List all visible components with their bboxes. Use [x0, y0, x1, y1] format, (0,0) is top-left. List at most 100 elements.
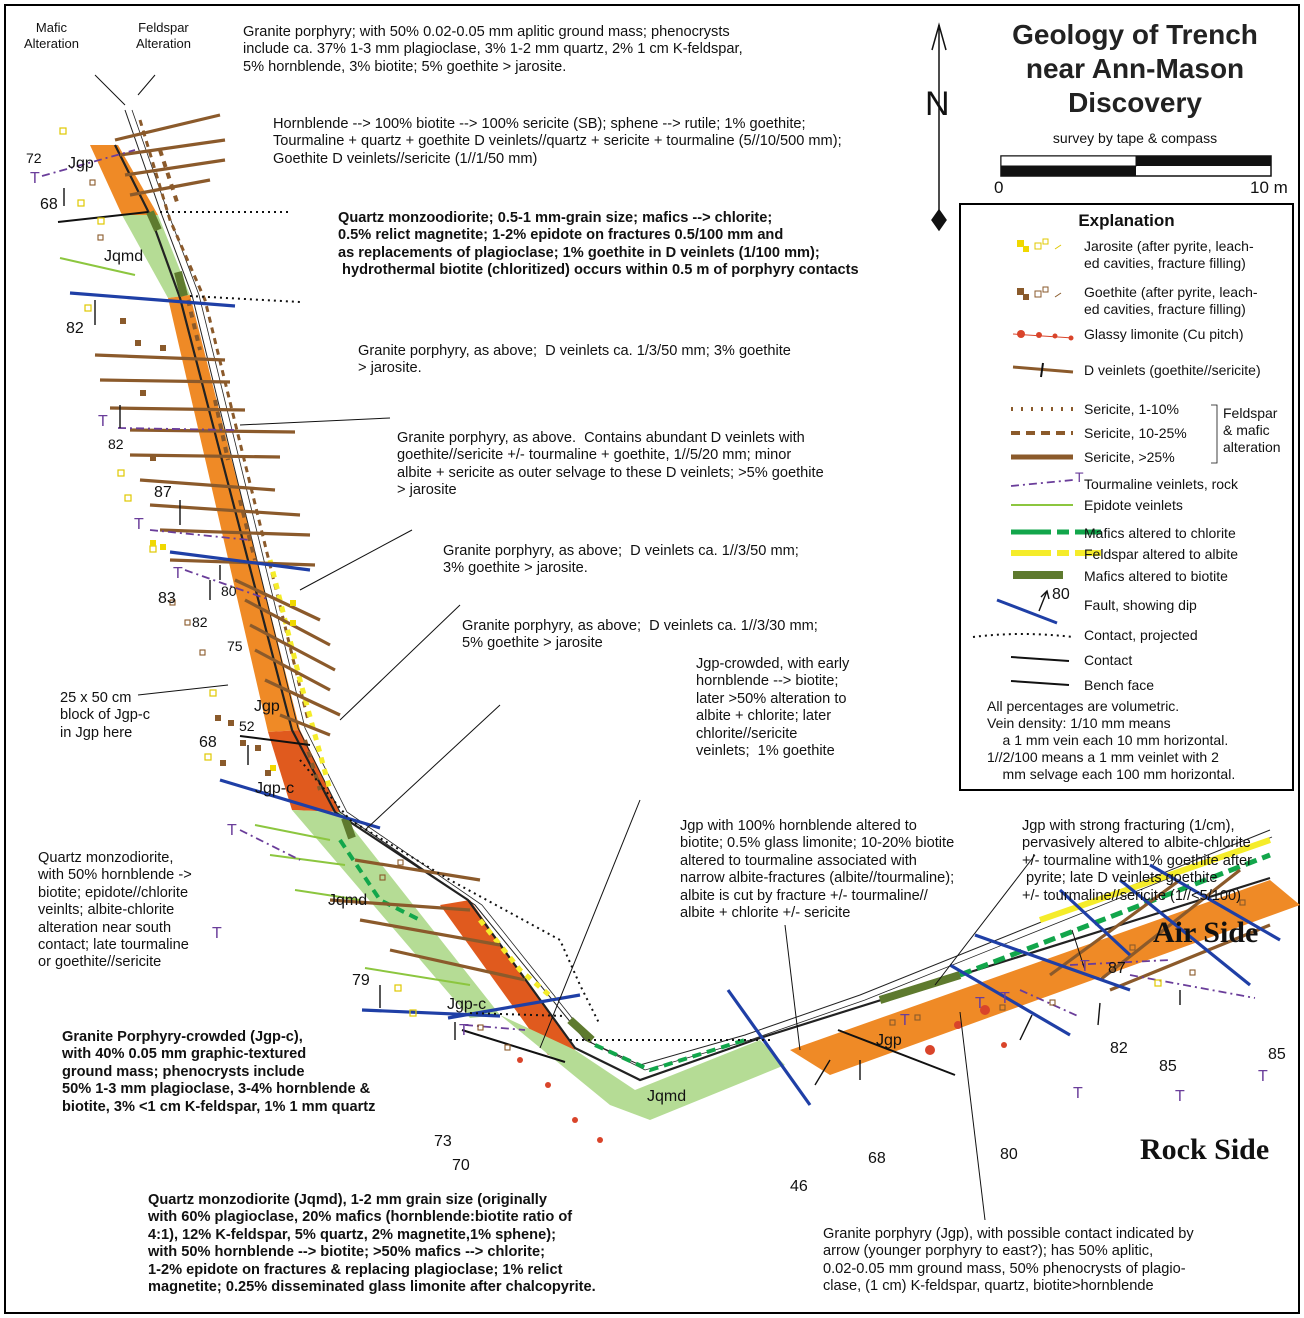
goethite-solid [120, 318, 271, 776]
legend-tourmaline-symbol: T [1075, 469, 1084, 485]
dip-label: 80 [1000, 1146, 1018, 1163]
sericite-strip-air [138, 119, 310, 721]
biotite-alteration-north [146, 210, 162, 232]
legend-panel: Explanation Jarosite (after pyrite, leac… [959, 203, 1294, 791]
legend-d-veinlets: D veinlets (goethite//sericite) [1084, 362, 1261, 378]
note-quartz-monzodiorite-north: Quartz monzoodiorite; 0.5-1 mm-grain siz… [338, 210, 859, 279]
legend-albite: Feldspar altered to albite [1084, 546, 1239, 562]
dip-label: 79 [352, 972, 370, 989]
chlorite-strip-east [959, 852, 1271, 978]
feldspar-alteration-heading: Feldspar Alteration [136, 20, 191, 51]
map-frame [4, 4, 1300, 1314]
legend-chlorite: Mafics altered to chlorite [1084, 525, 1236, 541]
dip-label: 72 [26, 150, 42, 166]
note-granite-porphyry-3: Granite porphyry, as above. Contains abu… [397, 430, 824, 499]
jgp-band-east [790, 880, 1300, 1075]
map-title: Geology of Trench near Ann-Mason Discove… [1012, 19, 1258, 118]
legend-contact-projected: Contact, projected [1084, 627, 1198, 643]
dip-label: 68 [40, 196, 58, 213]
legend-biotite: Mafics altered to biotite [1084, 568, 1228, 584]
survey-method: survey by tape & compass [1052, 130, 1218, 146]
tourmaline-mark: T [98, 413, 108, 430]
note-granite-porphyry-4: Granite porphyry, as above; D veinlets c… [443, 543, 799, 577]
legend-epidote: Epidote veinlets [1084, 497, 1183, 513]
unit-bands [90, 145, 1300, 1120]
tourmaline-mark: T [212, 925, 222, 942]
trench-outline [114, 109, 1273, 1082]
tourmaline-mark: T [173, 565, 183, 582]
jgpc-band-1 [268, 730, 340, 812]
legend-sericite-1: Sericite, 1-10% [1084, 401, 1179, 417]
note-quartz-monzodiorite-mid: Quartz monzodiorite, with 50% hornblende… [38, 850, 192, 971]
jqmd-band-middle [292, 810, 500, 1018]
tourmaline-mark: T [134, 516, 144, 533]
dip-label: 82 [108, 436, 124, 452]
tourmaline-mark: T [227, 822, 237, 839]
note-hornblende-alteration: Hornblende --> 100% biotite --> 100% ser… [273, 116, 842, 167]
legend-fault: Fault, showing dip [1084, 597, 1197, 613]
biotite-alteration-2 [174, 271, 188, 297]
air-side-label: Air Side [1153, 916, 1259, 949]
projected-contacts [160, 211, 770, 1041]
rock-side-contact [114, 144, 1271, 1082]
mafic-alteration-heading: Mafic Alteration [24, 20, 79, 51]
note-granite-porphyry-east: Granite porphyry (Jgp), with possible co… [823, 1226, 1194, 1295]
tourmaline-mark: T [900, 1012, 910, 1029]
tourmaline-mark: T [30, 170, 40, 187]
north-label: N [925, 85, 950, 123]
legend-footnote: All percentages are volumetric. Vein den… [987, 698, 1236, 782]
bench-faces [57, 211, 956, 1076]
tourmaline-mark: T [1073, 1085, 1083, 1102]
epidote-veinlets [59, 257, 471, 986]
rock-side-label: Rock Side [1140, 1133, 1270, 1166]
note-jgp-crowded-south: Granite Porphyry-crowded (Jgp-c), with 4… [62, 1029, 376, 1115]
legend-sericite-3: Sericite, >25% [1084, 449, 1175, 465]
legend-fault-dip: 80 [1052, 586, 1070, 603]
jqmd-band-south [500, 1015, 785, 1120]
air-side-wall [124, 109, 1271, 1066]
jgp-band-middle [168, 295, 300, 732]
unit-label-jqmd-middle: Jqmd [328, 892, 368, 909]
legend-sericite-2: Sericite, 10-25% [1084, 425, 1187, 441]
dip-label: 52 [239, 718, 255, 734]
dip-label: 82 [1110, 1040, 1128, 1057]
dip-label: 73 [434, 1133, 452, 1150]
legend-glassy-limonite: Glassy limonite (Cu pitch) [1084, 326, 1244, 342]
albite-strip-2 [478, 918, 557, 1002]
dip-label: 82 [192, 614, 208, 630]
tourmaline-mark: T [1175, 1088, 1185, 1105]
scale-bar [1000, 155, 1272, 177]
dip-label: 87 [154, 484, 172, 501]
note-quartz-monzodiorite-south: Quartz monzodiorite (Jqmd), 1-2 mm grain… [148, 1192, 596, 1296]
dip-label: 46 [790, 1178, 808, 1195]
leader-lines [94, 74, 1086, 1221]
tourmaline-mark: T [975, 995, 985, 1012]
dip-label: 75 [227, 638, 243, 654]
biotite-alteration-3 [341, 816, 356, 840]
note-granite-porphyry: Granite porphyry; with 50% 0.02-0.05 mm … [243, 24, 743, 75]
legend-jarosite: Jarosite (after pyrite, leach- ed caviti… [1084, 238, 1254, 271]
chlorite-strip-2 [594, 1038, 746, 1073]
biotite-alteration-4 [567, 1017, 595, 1043]
dip-arrows [63, 188, 1181, 1086]
note-granite-porphyry-5: Granite porphyry, as above; D veinlets c… [462, 618, 818, 652]
unit-label-jqmd-south: Jqmd [647, 1088, 687, 1105]
tourmaline-mark: T [1258, 1068, 1268, 1085]
jarosite-solid [150, 540, 296, 771]
tourmaline-mark: T [1000, 990, 1010, 1007]
dip-label: 68 [868, 1150, 886, 1167]
air-side-wall-inner [131, 109, 1273, 1071]
legend-alteration-group: Feldspar & mafic alteration [1223, 405, 1281, 455]
dip-label: 82 [66, 320, 84, 337]
scale-label-0: 0 [994, 178, 1004, 197]
unit-label-jgp-north: Jgp [68, 155, 94, 172]
dip-label: 68 [199, 734, 217, 751]
dip-label: 85 [1159, 1058, 1177, 1075]
jarosite-symbols [59, 127, 1162, 1017]
legend-symbols [972, 238, 1218, 686]
unit-label-jgp-middle: Jgp [254, 698, 280, 715]
tourmaline-mark: T [459, 1022, 469, 1039]
glassy-limonite [517, 1005, 1007, 1143]
faults [69, 291, 1281, 1106]
